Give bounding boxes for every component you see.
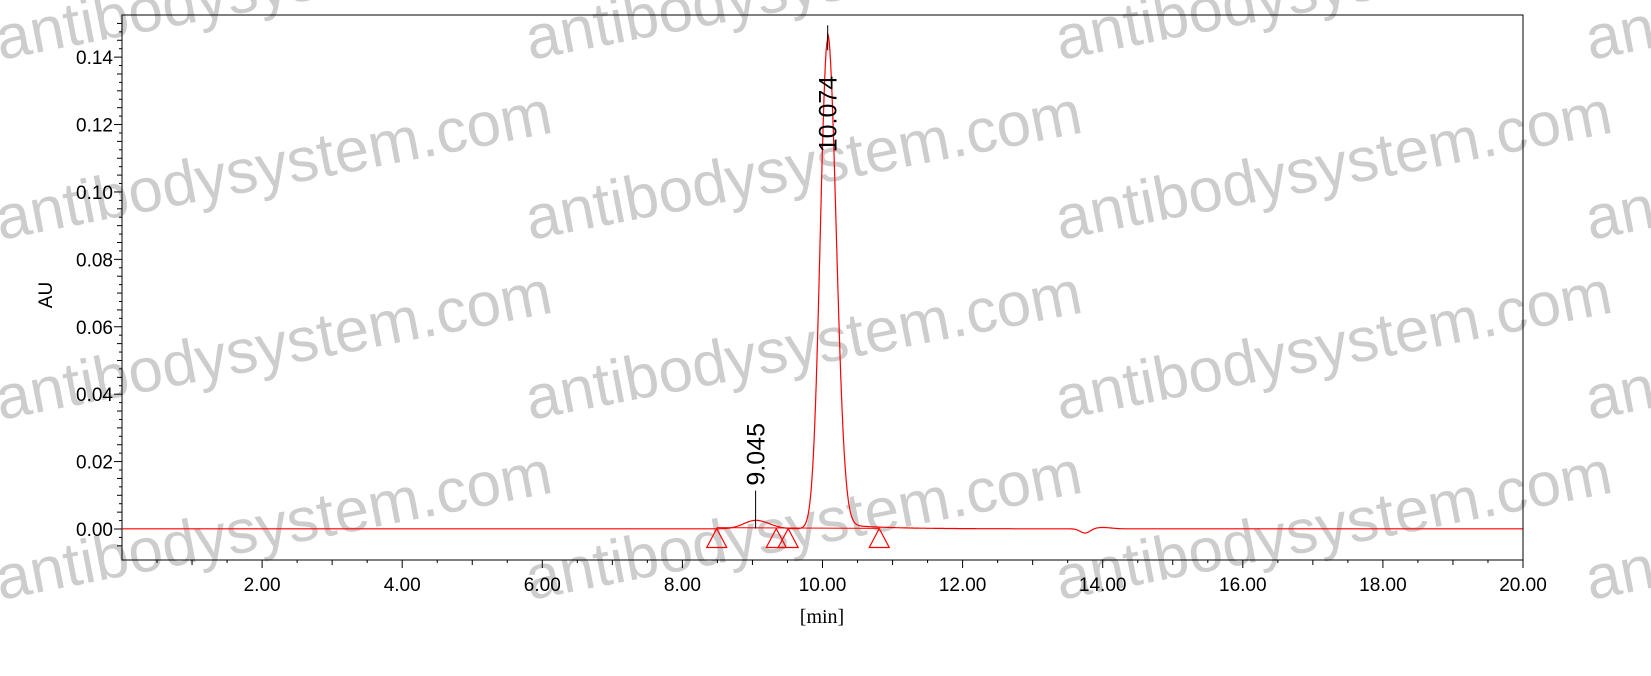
watermark-text: antibodysystem.com [520, 78, 1088, 254]
peak-label: 9.045 [743, 423, 771, 486]
x-tick-label: 4.00 [384, 575, 421, 596]
x-tick-label: 6.00 [524, 575, 561, 596]
watermark-text: antibodysystem.com [1050, 0, 1618, 74]
plot-area: 9.045 10.074 [122, 25, 1523, 549]
integration-baseline [716, 527, 880, 529]
watermark-text: antibodysystem.com [1050, 78, 1618, 254]
watermark-text: antibodysystem.com [520, 258, 1088, 434]
watermark-text: antibodysystem.com [1580, 0, 1651, 74]
y-tick-label: 0.08 [76, 250, 113, 271]
peak-label: 10.074 [815, 76, 843, 153]
x-tick-label: 8.00 [664, 575, 701, 596]
x-tick-label: 16.00 [1219, 575, 1267, 596]
y-tick-label: 0.04 [76, 385, 113, 406]
x-tick-label: 20.00 [1499, 575, 1547, 596]
y-tick-label: 0.06 [76, 318, 113, 339]
y-tick-label: 0.02 [76, 453, 113, 474]
x-tick-label: 12.00 [939, 575, 987, 596]
integration-marker-triangle [765, 527, 788, 549]
integration-marker-triangle [777, 527, 800, 549]
watermark-text: antibodysystem.com [0, 258, 557, 434]
integration-marker-triangle [868, 527, 891, 549]
y-tick-label: 0.10 [76, 183, 113, 204]
y-axis-label: AU [36, 282, 57, 308]
x-axis: 2.00 4.00 6.00 8.00 10.00 12.00 14.00 16.00 18.0… [156, 560, 1547, 596]
integration-marker-triangle [705, 527, 728, 549]
y-tick-label: 0.00 [76, 520, 113, 541]
watermark-text: antibodysystem.com [520, 0, 1088, 74]
watermark-text: antibodysystem.com [1050, 258, 1618, 434]
watermark-text: antibodysystem.com [0, 78, 557, 254]
x-tick-label: 18.00 [1359, 575, 1407, 596]
y-tick-label: 0.14 [76, 48, 113, 69]
y-axis: 0.00 0.02 0.04 0.06 0.08 0.10 0.12 0.14 [76, 22, 122, 547]
x-tick-label: 14.00 [1079, 575, 1127, 596]
chromatogram-trace [122, 32, 1523, 534]
x-axis-label: [min] [800, 606, 844, 628]
x-tick-label: 2.00 [244, 575, 281, 596]
x-tick-label: 10.00 [799, 575, 847, 596]
y-tick-label: 0.12 [76, 116, 113, 137]
